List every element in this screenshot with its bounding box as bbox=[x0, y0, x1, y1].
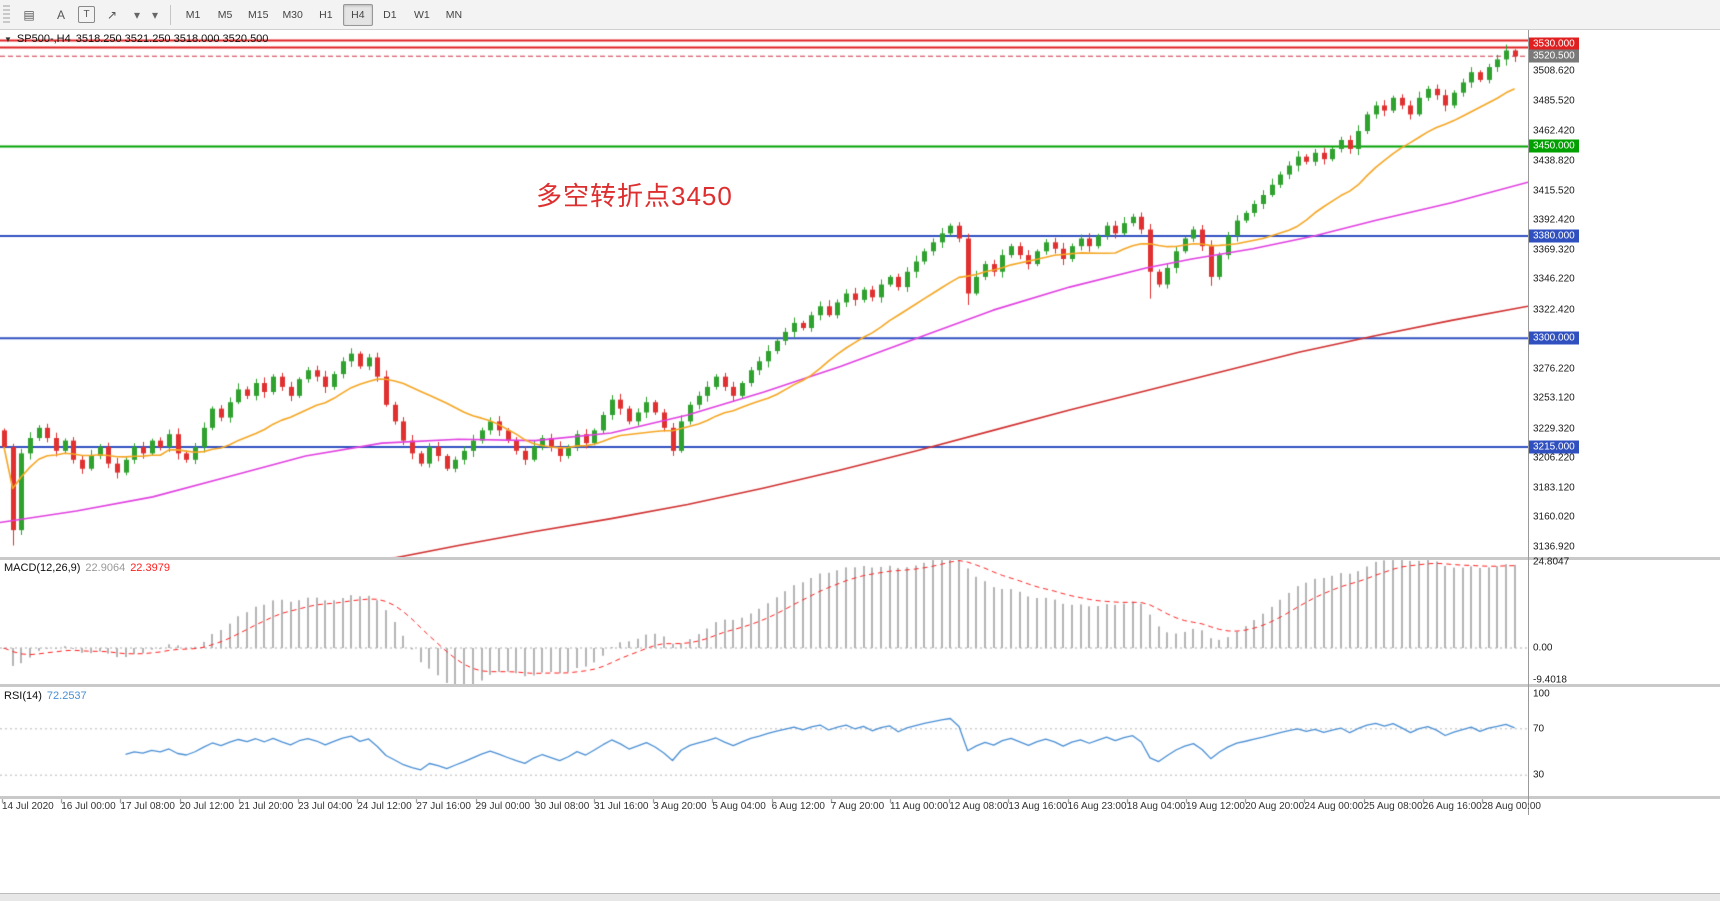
time-axis-label: 21 Jul 20:00 bbox=[238, 801, 294, 812]
quote-ohlc-values: 3518.250 3521.250 3518.000 3520.500 bbox=[75, 33, 269, 45]
time-axis-label: 17 Jul 08:00 bbox=[120, 801, 175, 812]
price-axis-label: 3346.220 bbox=[1533, 273, 1575, 285]
rsi-name: RSI(14) bbox=[4, 690, 42, 702]
quote-symbol-timeframe: SP500-,H4 bbox=[16, 33, 71, 45]
time-axis-label: 23 Jul 04:00 bbox=[298, 801, 353, 812]
time-axis-label: 5 Aug 04:00 bbox=[712, 801, 766, 812]
price-tag[interactable]: 3300.000 bbox=[1529, 331, 1579, 345]
time-axis-label: 20 Aug 20:00 bbox=[1245, 801, 1305, 812]
time-axis-label: 25 Aug 08:00 bbox=[1363, 801, 1423, 812]
price-tag[interactable]: 3520.500 bbox=[1529, 49, 1579, 63]
indicator-axis-label: -9.4018 bbox=[1533, 674, 1567, 686]
timeframe-button-m5[interactable]: M5 bbox=[217, 8, 233, 21]
trendline-tool-icon[interactable]: ↗ bbox=[106, 7, 118, 22]
time-axis-label: 29 Jul 00:00 bbox=[475, 801, 531, 812]
price-axis-label: 3485.520 bbox=[1533, 95, 1575, 107]
time-axis-label: 3 Aug 20:00 bbox=[653, 801, 707, 812]
price-axis-label: 3229.320 bbox=[1533, 423, 1575, 435]
price-axis-label: 3206.220 bbox=[1533, 452, 1575, 464]
indicator-axis-label: 100 bbox=[1533, 688, 1550, 700]
charts-icon[interactable]: ▤ bbox=[23, 7, 35, 22]
collapse-quote-icon[interactable]: ▼ bbox=[4, 34, 12, 44]
panel-separator[interactable] bbox=[0, 684, 1720, 687]
price-tag[interactable]: 3450.000 bbox=[1529, 139, 1579, 153]
toolbar-separator bbox=[170, 4, 171, 25]
price-axis-label: 3183.120 bbox=[1533, 482, 1575, 494]
letter-a-button[interactable]: A bbox=[56, 7, 65, 22]
time-axis-label: 27 Jul 16:00 bbox=[416, 801, 471, 812]
price-tag[interactable]: 3530.000 bbox=[1529, 37, 1579, 51]
time-axis-label: 6 Aug 12:00 bbox=[771, 801, 825, 812]
text-tool-button[interactable]: T bbox=[78, 6, 95, 23]
macd-signal-value: 22.3979 bbox=[130, 562, 170, 574]
time-axis-label: 31 Jul 16:00 bbox=[594, 801, 649, 812]
panel-separator[interactable] bbox=[0, 557, 1720, 560]
toolbar: ▤ A T ↗ ▾ ▾ M1 M5 M15 M30 H1 H4 D1 W1 MN bbox=[0, 0, 1720, 30]
timeframe-button-mn[interactable]: MN bbox=[445, 8, 463, 21]
horizontal-scrollbar[interactable] bbox=[0, 893, 1720, 901]
price-axis-label: 3160.020 bbox=[1533, 511, 1575, 523]
trendline-dropdown-caret[interactable]: ▾ bbox=[133, 7, 141, 22]
price-axis-label: 3415.520 bbox=[1533, 185, 1575, 196]
price-axis-label: 3276.220 bbox=[1533, 363, 1575, 375]
time-axis-label: 28 Aug 00:00 bbox=[1482, 801, 1541, 812]
time-axis-label: 24 Aug 00:00 bbox=[1304, 801, 1364, 812]
toolbar-grip[interactable] bbox=[3, 4, 10, 25]
price-axis-label: 3392.420 bbox=[1533, 214, 1575, 226]
price-tag[interactable]: 3380.000 bbox=[1529, 229, 1579, 243]
chart-annotation-text[interactable]: 多空转折点3450 bbox=[536, 181, 733, 211]
timeframe-button-m15[interactable]: M15 bbox=[248, 8, 269, 21]
time-axis-label: 30 Jul 08:00 bbox=[534, 801, 590, 812]
rsi-value: 72.2537 bbox=[46, 690, 87, 702]
time-axis-label: 26 Aug 16:00 bbox=[1422, 801, 1482, 812]
macd-label: MACD(12,26,9) 22.9064 22.3979 bbox=[4, 562, 175, 574]
price-axis-label: 3438.820 bbox=[1533, 155, 1575, 167]
rsi-label: RSI(14) 72.2537 bbox=[4, 690, 92, 702]
indicator-axis-label: 70 bbox=[1533, 723, 1545, 735]
quote-line: ▼ SP500-,H4 3518.250 3521.250 3518.000 3… bbox=[4, 33, 268, 45]
time-axis-label: 24 Jul 12:00 bbox=[357, 801, 412, 812]
time-axis-label: 19 Aug 12:00 bbox=[1186, 801, 1245, 812]
timeframe-button-group: M1 M5 M15 M30 H1 H4 D1 W1 MN bbox=[177, 3, 470, 26]
price-axis-label: 3508.620 bbox=[1533, 65, 1575, 77]
objects-dropdown-caret[interactable]: ▾ bbox=[151, 7, 159, 22]
time-axis-label: 14 Jul 2020 bbox=[2, 801, 54, 812]
toolbar-icon-group: ▤ A T ↗ ▾ ▾ bbox=[13, 4, 164, 26]
time-axis-label: 16 Aug 23:00 bbox=[1067, 801, 1127, 812]
timeframe-button-h4[interactable]: H4 bbox=[342, 3, 373, 26]
time-axis-label: 16 Jul 00:00 bbox=[61, 801, 116, 812]
time-axis-label: 20 Jul 12:00 bbox=[179, 801, 235, 812]
panel-separator[interactable] bbox=[0, 796, 1720, 799]
timeframe-button-h1[interactable]: H1 bbox=[319, 8, 333, 21]
price-tag[interactable]: 3215.000 bbox=[1529, 440, 1579, 454]
macd-main-value: 22.9064 bbox=[85, 562, 126, 574]
indicator-axis-label: 30 bbox=[1533, 769, 1545, 781]
price-axis-label: 3322.420 bbox=[1533, 304, 1575, 316]
price-axis-label: 3369.320 bbox=[1533, 244, 1575, 256]
time-axis-label: 11 Aug 00:00 bbox=[890, 801, 949, 812]
chart-canvas[interactable] bbox=[0, 30, 1528, 815]
price-axis-border bbox=[1528, 30, 1529, 815]
timeframe-button-w1[interactable]: W1 bbox=[414, 8, 430, 21]
indicator-axis-label: 0.00 bbox=[1533, 642, 1553, 654]
time-axis-label: 13 Aug 16:00 bbox=[1008, 801, 1068, 812]
time-axis-label: 7 Aug 20:00 bbox=[830, 801, 885, 812]
timeframe-button-d1[interactable]: D1 bbox=[383, 8, 397, 21]
time-axis-label: 18 Aug 04:00 bbox=[1126, 801, 1186, 812]
price-axis-label: 3462.420 bbox=[1533, 125, 1575, 136]
timeframe-button-m30[interactable]: M30 bbox=[282, 8, 303, 21]
timeframe-button-m1[interactable]: M1 bbox=[185, 8, 201, 21]
time-axis-label: 12 Aug 08:00 bbox=[949, 801, 1009, 812]
price-axis-label: 3253.120 bbox=[1533, 392, 1575, 404]
price-axis-label: 3136.920 bbox=[1533, 541, 1575, 553]
indicator-axis-label: 24.8047 bbox=[1533, 556, 1570, 568]
macd-name: MACD(12,26,9) bbox=[4, 562, 81, 574]
